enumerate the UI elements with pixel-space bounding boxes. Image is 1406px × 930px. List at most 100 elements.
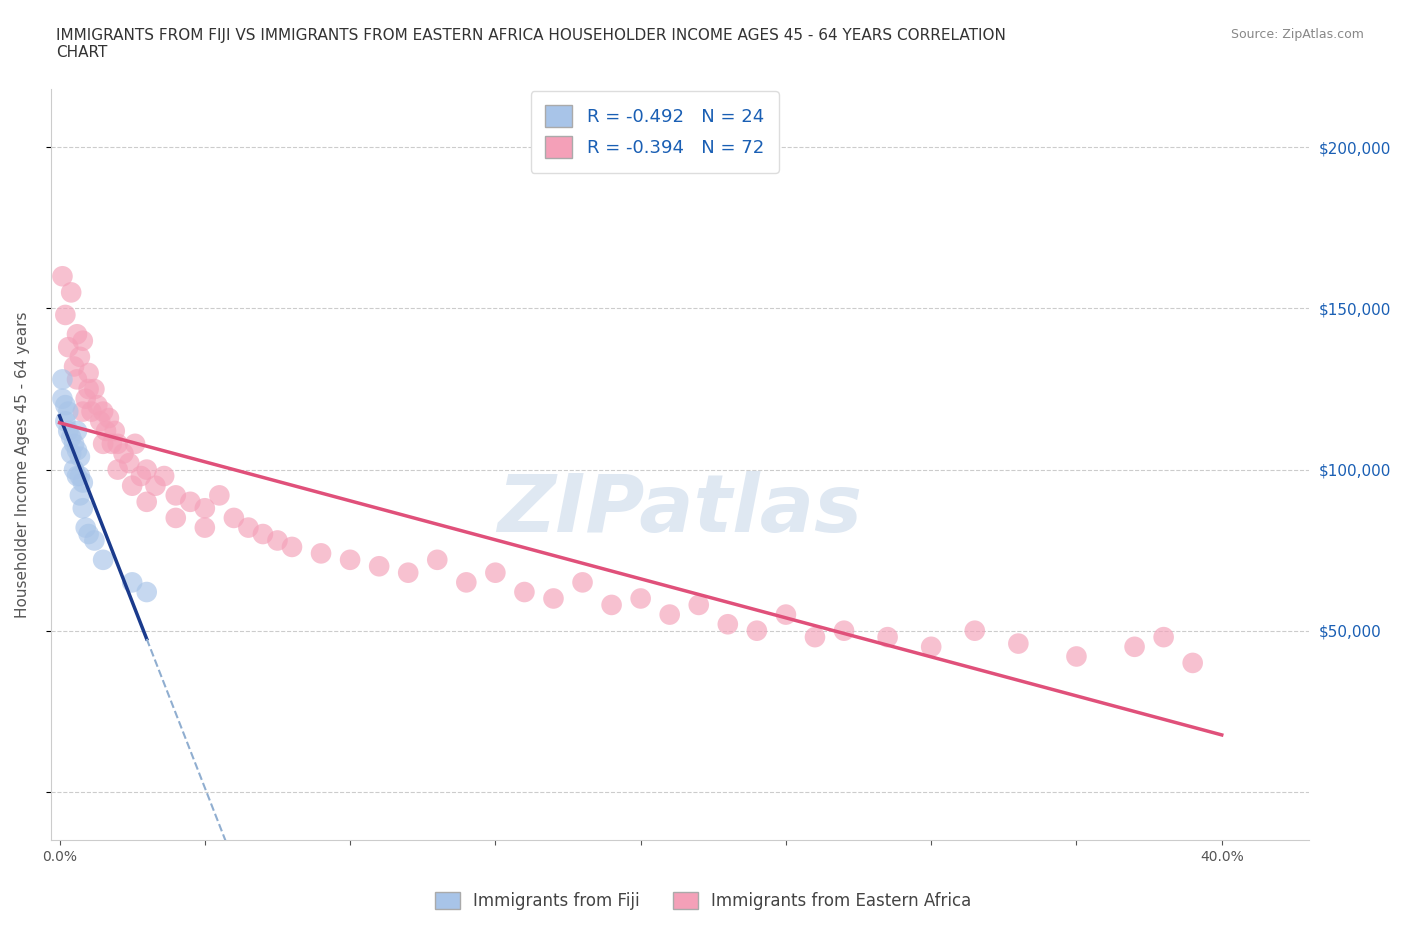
Point bbox=[72, 405, 94, 419]
Point bbox=[58, 405, 80, 419]
Point bbox=[53, 308, 76, 323]
Point bbox=[222, 511, 245, 525]
Point bbox=[112, 446, 135, 461]
Point bbox=[101, 436, 124, 451]
Point bbox=[75, 392, 97, 406]
Point bbox=[963, 623, 986, 638]
Point bbox=[69, 350, 91, 365]
Point bbox=[91, 436, 114, 451]
Point bbox=[600, 597, 623, 612]
Point bbox=[66, 423, 89, 438]
Point bbox=[107, 436, 129, 451]
Point bbox=[571, 575, 593, 590]
Point bbox=[426, 552, 449, 567]
Point bbox=[66, 372, 89, 387]
Point bbox=[396, 565, 419, 580]
Point bbox=[194, 520, 217, 535]
Point bbox=[281, 539, 304, 554]
Point bbox=[72, 333, 94, 348]
Point bbox=[75, 520, 97, 535]
Point bbox=[153, 469, 176, 484]
Text: ZIPatlas: ZIPatlas bbox=[498, 471, 862, 549]
Point bbox=[1066, 649, 1088, 664]
Point bbox=[876, 630, 898, 644]
Point bbox=[1181, 656, 1204, 671]
Legend: Immigrants from Fiji, Immigrants from Eastern Africa: Immigrants from Fiji, Immigrants from Ea… bbox=[427, 885, 979, 917]
Point bbox=[658, 607, 681, 622]
Point bbox=[543, 591, 565, 606]
Point bbox=[86, 398, 108, 413]
Point bbox=[745, 623, 768, 638]
Point bbox=[58, 339, 80, 354]
Point bbox=[688, 597, 710, 612]
Legend: R = -0.492   N = 24, R = -0.394   N = 72: R = -0.492 N = 24, R = -0.394 N = 72 bbox=[531, 91, 779, 173]
Point bbox=[832, 623, 855, 638]
Point bbox=[165, 488, 187, 503]
Point bbox=[89, 414, 111, 429]
Point bbox=[1007, 636, 1029, 651]
Text: Source: ZipAtlas.com: Source: ZipAtlas.com bbox=[1230, 28, 1364, 41]
Text: IMMIGRANTS FROM FIJI VS IMMIGRANTS FROM EASTERN AFRICA HOUSEHOLDER INCOME AGES 4: IMMIGRANTS FROM FIJI VS IMMIGRANTS FROM … bbox=[56, 28, 1007, 60]
Point bbox=[66, 326, 89, 341]
Point bbox=[484, 565, 506, 580]
Point bbox=[77, 526, 100, 541]
Point bbox=[145, 478, 167, 493]
Point bbox=[63, 462, 86, 477]
Point bbox=[124, 436, 146, 451]
Point bbox=[58, 423, 80, 438]
Point bbox=[69, 449, 91, 464]
Point bbox=[83, 381, 105, 396]
Point bbox=[194, 501, 217, 516]
Point bbox=[51, 392, 73, 406]
Point bbox=[104, 423, 127, 438]
Point bbox=[339, 552, 361, 567]
Point bbox=[456, 575, 478, 590]
Point bbox=[63, 436, 86, 451]
Point bbox=[135, 585, 157, 600]
Point bbox=[80, 405, 103, 419]
Point bbox=[804, 630, 827, 644]
Point bbox=[51, 372, 73, 387]
Point bbox=[266, 533, 288, 548]
Point bbox=[77, 381, 100, 396]
Point bbox=[1153, 630, 1175, 644]
Point bbox=[77, 365, 100, 380]
Point bbox=[238, 520, 260, 535]
Point bbox=[51, 269, 73, 284]
Point bbox=[513, 585, 536, 600]
Point bbox=[717, 617, 740, 631]
Point bbox=[94, 423, 117, 438]
Point bbox=[135, 495, 157, 510]
Point bbox=[252, 526, 274, 541]
Point bbox=[60, 446, 83, 461]
Point bbox=[775, 607, 797, 622]
Point bbox=[66, 443, 89, 458]
Point bbox=[107, 462, 129, 477]
Point bbox=[69, 488, 91, 503]
Point bbox=[69, 469, 91, 484]
Point bbox=[630, 591, 652, 606]
Point bbox=[97, 411, 120, 426]
Point bbox=[66, 469, 89, 484]
Point bbox=[135, 462, 157, 477]
Point bbox=[72, 475, 94, 490]
Point bbox=[1123, 639, 1146, 654]
Point bbox=[83, 533, 105, 548]
Point bbox=[208, 488, 231, 503]
Point bbox=[63, 359, 86, 374]
Point bbox=[91, 552, 114, 567]
Point bbox=[53, 398, 76, 413]
Point bbox=[309, 546, 332, 561]
Point bbox=[179, 495, 201, 510]
Point bbox=[60, 430, 83, 445]
Point bbox=[72, 501, 94, 516]
Point bbox=[118, 456, 141, 471]
Y-axis label: Householder Income Ages 45 - 64 years: Householder Income Ages 45 - 64 years bbox=[15, 312, 30, 618]
Point bbox=[920, 639, 942, 654]
Point bbox=[91, 405, 114, 419]
Point bbox=[165, 511, 187, 525]
Point bbox=[121, 478, 143, 493]
Point bbox=[121, 575, 143, 590]
Point bbox=[60, 285, 83, 299]
Point bbox=[368, 559, 391, 574]
